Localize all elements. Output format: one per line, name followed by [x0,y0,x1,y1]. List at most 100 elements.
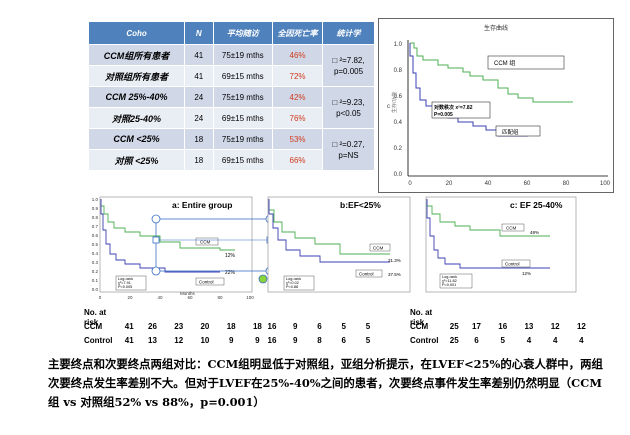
table-row: CCM组所有患者 41 75±19 mths 46% □ ²=7.82, p=0… [87,44,375,87]
ytick: 0.3 [92,260,99,265]
cell-followup: 69±15 mths [212,65,274,87]
table-row: 对照 <25% 18 69±15 mths 66% [87,149,375,171]
panel-c-ctrl-pct: 12% [522,271,531,276]
risk-label: No. at [410,308,433,317]
panel-b-control-line [268,199,390,263]
cell-group: CCM组所有患者 [87,44,186,66]
cell-stat: □ ²=7.82, p=0.005 [322,44,375,87]
cell-mortality: 53% [271,128,324,150]
risk-label: risk [410,318,425,327]
cell-group: 对照 <25% [87,149,186,171]
xtick: 80 [217,295,223,300]
risk-row-c-control: Control 25 6 5 4 4 4 [410,336,584,345]
xtick: 20 [127,295,133,300]
top-survival-chart: 生存曲线 1.0 0.8 0.6 0.4 0.2 0.0 0 20 40 60 … [378,18,614,193]
panel-c-stat: P=0.001 [442,283,456,287]
panel-b-ctrl-legend: Control [359,272,374,277]
control-legend: 匹配组 [502,128,519,136]
col-header-n: N [184,21,214,45]
cell-mortality: 66% [271,149,324,171]
panel-c-control-line [426,199,550,269]
col-header-followup: 平均随访 [212,21,274,45]
cell-group: CCM <25% [87,128,186,150]
ccm-legend: CCM 组 [494,59,515,67]
xtick: 40 [157,295,163,300]
risk-label: No. at [84,308,107,317]
stat-line: P=0.005 [434,112,453,118]
panel-a-ccm-pct: 12% [225,253,236,259]
risk-header-c: No. at risk [410,308,432,328]
resize-handle[interactable] [151,214,161,224]
cell-followup: 69±15 mths [212,149,274,171]
xtick: 60 [524,181,531,187]
ytick: 0.5 [92,242,99,247]
panel-b-ccm-legend: CCM [373,246,383,251]
ytick: 0.7 [92,224,99,229]
panel-a-stat: χ²=7.91 [118,281,131,285]
months-label: Months [180,291,196,296]
cell-n: 24 [184,107,214,129]
ytick: 0.0 [92,287,99,292]
ytick: 0.6 [92,233,99,238]
xtick: 0 [99,295,102,300]
table-row: CCM <25% 18 75±19 mths 53% □ ²=0.27, p=N… [87,128,375,171]
risk-row-ccm: CCM 41 26 23 20 18 18 [84,322,262,331]
panel-b-ctrl-pct: 37.5% [388,272,401,277]
cell-group: 对照25-40% [87,107,186,129]
risk-row-control: Control 41 13 12 10 9 9 [84,336,260,345]
cell-followup: 75±19 mths [212,128,274,150]
cell-group: CCM 25%-40% [87,86,186,108]
risk-row-b-ccm: 16 9 6 5 5 [267,322,371,331]
ytick: 0.4 [394,120,403,126]
xtick: 80 [563,181,570,187]
xtick: 20 [446,181,453,187]
top-chart-title: 生存曲线 [484,24,508,32]
panel-c-stat: Log-rank [442,275,457,279]
panel-a-ctrl-legend: Control [199,280,214,285]
risk-row-b-control: 16 9 8 6 5 [267,336,371,345]
ytick: 0.0 [394,172,403,178]
col-header-mortality: 全因死亡率 [271,21,324,45]
resize-handle[interactable] [152,236,160,244]
panel-b-ccm-line [268,199,390,255]
resize-handle[interactable] [151,266,161,276]
xtick: 100 [600,181,611,187]
ccm-survival-line [410,42,573,103]
cell-n: 41 [184,65,214,87]
panel-c-stat: χ²=11.82 [442,279,457,283]
cell-n: 18 [184,149,214,171]
ytick: 1.0 [394,42,403,48]
panel-b-stat: Log-rank [286,277,301,281]
panel-c-ctrl-legend: Control [505,262,520,267]
risk-row-c-ccm: CCM 25 17 16 13 12 12 [410,322,586,331]
ytick: 0.6 [394,94,403,100]
panel-a-title: a: Entire group [172,200,232,210]
ytick: 0.4 [92,251,99,256]
cell-n: 41 [184,44,214,66]
ytick: 1.0 [92,197,99,202]
panel-c-ccm-pct: 48% [530,230,539,235]
panel-a-control-line [100,199,220,273]
cell-group: 对照组所有患者 [87,65,186,87]
stat-line: 对数秩次 x²=7.82 [434,104,473,111]
y-axis-label: 生存/功能 [391,92,398,113]
cell-followup: 69±15 mths [212,107,274,129]
xtick: 60 [187,295,193,300]
panel-b-ccm-pct: 31.3% [388,258,401,263]
cell-stat: □ ²=0.27, p=NS [322,128,375,171]
panel-a-stat: P=0.005 [118,285,132,289]
cell-followup: 75±19 mths [212,86,274,108]
c-axis-label: c [387,104,390,110]
panel-b-stat: χ²=0.02 [286,281,299,285]
cell-mortality: 72% [271,65,324,87]
ytick: 0.2 [92,269,99,274]
rotate-handle[interactable] [258,274,268,284]
cell-mortality: 42% [271,86,324,108]
comparison-table: Coho N 平均随访 全因死亡率 统计学 CCM组所有患者 41 75±19 … [87,21,375,171]
panel-b-stat: P=0.88 [286,285,298,289]
ytick: 0.8 [92,215,99,220]
figure-caption: 主要终点和次要终点两组对比：CCM组明显低于对照组，亚组分析提示，在LVEF<2… [48,357,603,409]
cell-mortality: 46% [271,44,324,66]
panel-a-ccm-legend: CCM [200,240,210,245]
risk-label: risk [84,318,99,327]
